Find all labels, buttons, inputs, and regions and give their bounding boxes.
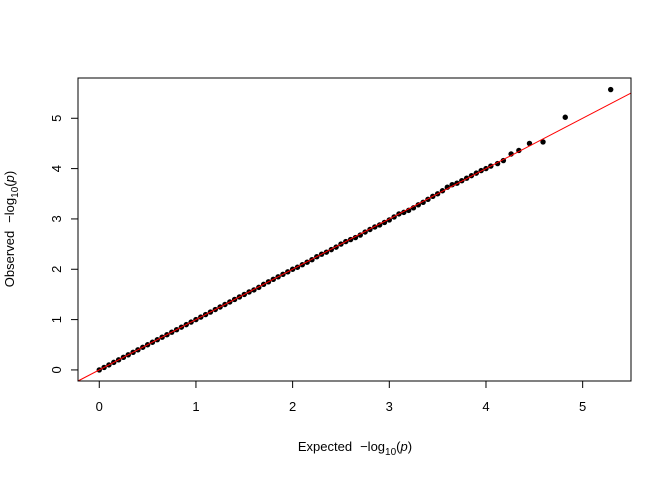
x-tick-label: 3	[386, 399, 393, 414]
y-tick-label: 5	[49, 115, 64, 122]
x-tick-label: 1	[192, 399, 199, 414]
y-tick-label: 3	[49, 215, 64, 222]
points-layer	[96, 86, 614, 373]
y-tick-label: 2	[49, 266, 64, 273]
y-tick-label: 0	[49, 366, 64, 373]
data-point	[607, 86, 614, 93]
data-point	[540, 139, 546, 145]
y-axis-label: Observed−log10(p)	[2, 171, 21, 287]
x-tick-label: 4	[482, 399, 489, 414]
y-tick-label: 1	[49, 316, 64, 323]
x-axis-label: Expected −log10(p)	[298, 439, 412, 458]
reference-line	[77, 92, 632, 382]
y-tick-label: 4	[49, 165, 64, 172]
y-axis: 0 1 2 3 4 5	[49, 115, 79, 374]
x-axis: 0 1 2 3 4 5	[96, 380, 586, 414]
x-tick-label: 5	[579, 399, 586, 414]
data-point	[562, 114, 568, 120]
x-tick-label: 0	[96, 399, 103, 414]
x-tick-label: 2	[289, 399, 296, 414]
